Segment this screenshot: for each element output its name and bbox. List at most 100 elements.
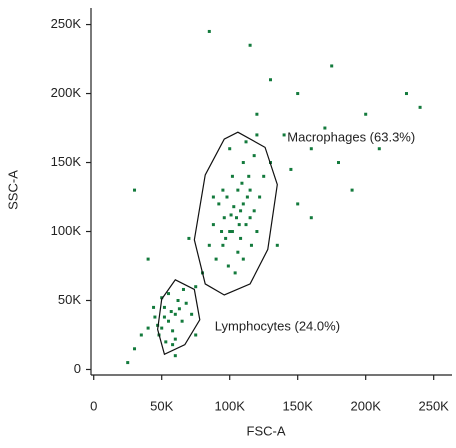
point — [171, 329, 175, 333]
point — [146, 326, 150, 330]
point — [241, 161, 245, 165]
point — [249, 243, 253, 247]
point — [228, 147, 232, 151]
point — [248, 216, 252, 220]
point — [248, 188, 252, 192]
point — [221, 188, 225, 192]
point — [240, 181, 244, 185]
y-axis-title: SSC-A — [5, 170, 20, 210]
point — [173, 354, 177, 358]
point — [245, 195, 249, 199]
point — [162, 305, 166, 309]
point — [164, 340, 168, 344]
point — [187, 236, 191, 240]
point — [194, 285, 198, 289]
point — [236, 250, 240, 254]
point — [296, 202, 300, 206]
x-tick-label: 0 — [90, 398, 97, 413]
y-tick-label: 250K — [51, 16, 82, 31]
x-tick-label: 250K — [418, 398, 449, 413]
point — [146, 257, 150, 261]
point — [235, 216, 239, 220]
point — [350, 188, 354, 192]
point — [229, 213, 233, 217]
point — [255, 230, 259, 234]
point — [152, 305, 156, 309]
point — [233, 271, 237, 275]
point — [190, 312, 194, 316]
point — [173, 337, 177, 341]
point — [244, 140, 248, 144]
point — [330, 64, 334, 68]
point — [139, 333, 143, 337]
point — [244, 223, 248, 227]
point — [176, 298, 180, 302]
point — [173, 312, 177, 316]
point — [184, 301, 188, 305]
point — [211, 195, 215, 199]
point — [162, 315, 166, 319]
point — [224, 236, 228, 240]
gate — [193, 131, 278, 296]
point — [323, 126, 327, 130]
point — [228, 230, 232, 234]
point — [289, 167, 293, 171]
x-tick-label: 100K — [215, 398, 246, 413]
point — [177, 307, 181, 311]
point — [252, 154, 256, 158]
point — [160, 296, 164, 300]
point — [221, 243, 225, 247]
x-axis-title: FSC-A — [247, 423, 286, 438]
point — [237, 223, 241, 227]
point — [241, 202, 245, 206]
point — [255, 112, 259, 116]
y-tick-label: 0 — [74, 361, 81, 376]
point — [336, 161, 340, 165]
y-tick-label: 200K — [51, 85, 82, 100]
point — [181, 287, 185, 291]
point — [255, 133, 259, 137]
point — [207, 243, 211, 247]
point — [167, 319, 171, 323]
point — [230, 174, 234, 178]
point — [220, 230, 224, 234]
point — [194, 333, 198, 337]
point — [214, 257, 218, 261]
point — [207, 29, 211, 33]
point — [262, 174, 266, 178]
y-tick-label: 50K — [58, 292, 81, 307]
x-tick-label: 150K — [283, 398, 314, 413]
point — [418, 105, 422, 109]
point — [232, 205, 236, 209]
point — [211, 223, 215, 227]
point — [225, 195, 229, 199]
point — [230, 230, 234, 234]
x-tick-label: 50K — [150, 398, 173, 413]
y-tick-label: 150K — [51, 154, 82, 169]
point — [222, 216, 226, 220]
point — [377, 147, 381, 151]
point — [309, 147, 313, 151]
point — [282, 133, 286, 137]
point — [239, 236, 243, 240]
point — [296, 92, 300, 96]
point — [180, 319, 184, 323]
point — [404, 92, 408, 96]
point — [239, 209, 243, 213]
point — [275, 243, 279, 247]
point — [248, 43, 252, 47]
point — [226, 264, 230, 268]
point — [241, 257, 245, 261]
point — [171, 343, 175, 347]
x-tick-label: 200K — [351, 398, 382, 413]
point — [167, 292, 171, 296]
point — [133, 347, 137, 351]
point — [269, 78, 272, 82]
point — [160, 326, 164, 330]
gate-label: Lymphocytes (24.0%) — [215, 318, 340, 333]
point — [252, 209, 256, 213]
point — [247, 174, 251, 178]
y-tick-label: 100K — [51, 223, 82, 238]
point — [309, 216, 313, 220]
